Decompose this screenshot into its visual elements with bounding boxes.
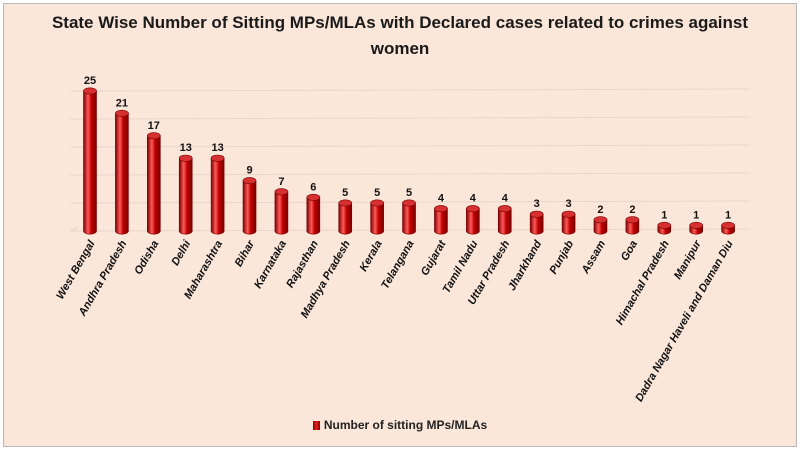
bar: [242, 180, 257, 235]
x-tick-label: Bihar: [233, 238, 258, 269]
bar-top: [178, 154, 193, 162]
bar: [370, 202, 384, 235]
bar-top: [434, 205, 448, 213]
bar-top: [274, 188, 289, 196]
bar: [466, 208, 480, 235]
data-label: 6: [310, 181, 316, 193]
data-label: 1: [693, 209, 699, 221]
bar: [561, 213, 576, 235]
bar: [434, 208, 448, 235]
bar-top: [497, 205, 512, 213]
data-label: 2: [597, 204, 603, 216]
bar: [593, 219, 608, 235]
data-label: 5: [406, 187, 412, 199]
x-tick-label: Rajasthan: [284, 238, 321, 290]
x-tick-label: Punjab: [547, 238, 576, 276]
data-label: 9: [246, 165, 252, 177]
data-label: 4: [438, 193, 445, 205]
data-label: 1: [661, 209, 667, 221]
legend: Number of sitting MPs/MLAs: [0, 418, 800, 432]
data-label: 17: [148, 120, 160, 132]
bar: [338, 202, 353, 235]
bar: [497, 208, 512, 235]
data-label: 1: [725, 209, 731, 221]
bar: [178, 157, 193, 235]
bar-top: [147, 132, 161, 140]
x-tick-label: Delhi: [169, 238, 193, 268]
bar-top: [370, 199, 384, 207]
chart-title: State Wise Number of Sitting MPs/MLAs wi…: [0, 10, 800, 62]
bar-top: [83, 87, 97, 95]
bar: [306, 197, 321, 235]
bar-top: [466, 205, 480, 213]
bar-top: [242, 177, 257, 185]
data-label: 5: [342, 187, 348, 199]
bar: [83, 90, 97, 235]
data-label: 4: [502, 193, 509, 205]
data-label: 3: [534, 198, 540, 210]
bar-top: [593, 216, 608, 224]
bar: [625, 219, 640, 235]
floor-edge: [69, 226, 79, 232]
legend-label: Number of sitting MPs/MLAs: [323, 418, 488, 432]
gridline: [69, 88, 751, 92]
gridline: [69, 116, 751, 120]
gridline: [69, 144, 751, 148]
data-label: 2: [629, 204, 635, 216]
data-label: 21: [116, 97, 128, 109]
chart-title-line-1: State Wise Number of Sitting MPs/MLAs wi…: [51, 13, 749, 32]
bar-top: [689, 221, 703, 229]
bar-top: [529, 210, 544, 218]
data-label: 7: [278, 176, 284, 188]
bar: [210, 157, 225, 235]
x-tick-label: Karnataka: [252, 239, 289, 291]
x-tick-label: Odisha: [132, 239, 161, 277]
x-tick-label: Goa: [619, 239, 640, 264]
bar: [147, 135, 161, 235]
bar-top: [338, 199, 353, 207]
data-label: 4: [470, 193, 477, 205]
data-label: 3: [566, 198, 572, 210]
data-label: 13: [180, 142, 192, 154]
bar-top: [115, 109, 129, 117]
bar-top: [210, 154, 225, 162]
bar-top: [402, 199, 416, 207]
x-tick-label: Manipur: [672, 238, 704, 282]
x-tick-label: Telangana: [379, 239, 416, 292]
data-label: 5: [374, 187, 380, 199]
data-label: 25: [84, 75, 96, 87]
bar-top: [625, 216, 640, 224]
chart-title-line-2: women: [370, 39, 430, 58]
legend-swatch: [312, 421, 320, 430]
bar: [402, 202, 416, 235]
bar-top: [657, 221, 672, 229]
data-label: 13: [211, 142, 223, 154]
x-tick-label: Kerala: [358, 239, 385, 274]
bar-top: [306, 193, 321, 201]
bar-top: [561, 210, 576, 218]
x-tick-label: Jharkhand: [506, 238, 544, 292]
bar-top: [721, 221, 735, 229]
bar: [529, 213, 544, 235]
bar: [274, 191, 289, 235]
gridline: [69, 172, 751, 176]
bar: [115, 113, 129, 235]
x-tick-label: Gujarat: [419, 237, 449, 278]
x-tick-label: Assam: [579, 238, 608, 276]
